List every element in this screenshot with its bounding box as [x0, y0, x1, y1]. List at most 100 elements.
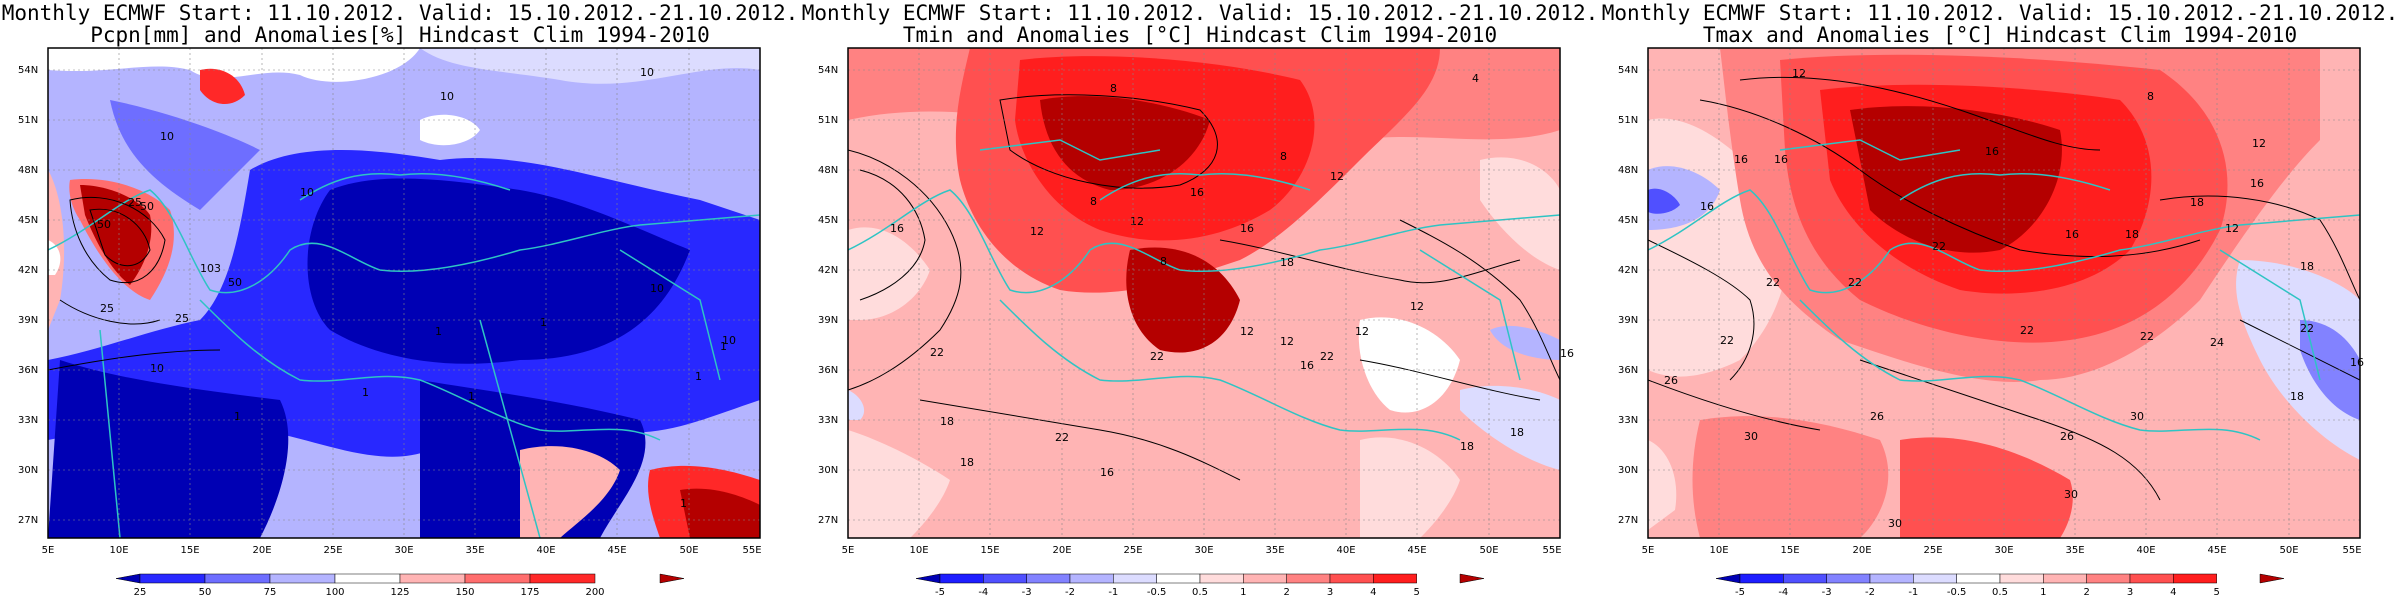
contour-label: 18: [2125, 228, 2139, 241]
map-frame: [847, 47, 1561, 539]
contour-label: 22: [930, 346, 944, 359]
colorbar-tick-label: -1: [1108, 587, 1118, 598]
lon-label: 15E: [980, 545, 999, 556]
contour-label: 1: [234, 410, 241, 423]
colorbar-segment: [269, 573, 336, 584]
contour-label: 103: [200, 262, 221, 275]
lat-label: 45N: [818, 215, 838, 226]
lon-label: 45E: [1407, 545, 1426, 556]
colorbar-tick-label: 0.5: [1192, 587, 1208, 598]
map-frame: [47, 47, 761, 539]
lon-label: 10E: [909, 545, 928, 556]
colorbar-tick-label: 1: [1240, 587, 1246, 598]
contour-label: 22: [1055, 431, 1069, 444]
contours: [848, 94, 1560, 481]
colorbar-segment: [1956, 573, 2001, 584]
contour-label: 18: [1510, 426, 1524, 439]
contour-label: 10: [150, 362, 164, 375]
contour-label: 50: [228, 276, 242, 289]
tmax-map: 12 8 12 16 16 16 16 18 18 18 16 16 22 22…: [1618, 47, 2364, 556]
lon-label: 35E: [1265, 545, 1284, 556]
contour-label: 12: [2225, 222, 2239, 235]
colorbar-segment: [334, 573, 401, 584]
contour-label: 16: [890, 222, 904, 235]
lon-label: 50E: [679, 545, 698, 556]
lon-label: 30E: [394, 545, 413, 556]
colorbar-segment: [983, 573, 1027, 584]
lat-label: 27N: [1618, 515, 1638, 526]
contour-label: 24: [2210, 336, 2224, 349]
colorbar-segment: [1739, 573, 1784, 584]
lon-labels: 5E 10E 15E 20E 25E 30E 35E 40E 45E 50E 5…: [42, 545, 762, 556]
lat-label: 48N: [1618, 165, 1638, 176]
contour-label: 26: [1870, 410, 1884, 423]
colorbar-segment: [464, 573, 531, 584]
panel-tmax: Monthly ECMWF Start: 11.10.2012. Valid: …: [1600, 0, 2400, 600]
colorbar-segment: [529, 573, 596, 584]
lat-label: 54N: [18, 65, 38, 76]
lon-label: 20E: [1052, 545, 1071, 556]
contour-label: 16: [1985, 145, 1999, 158]
contour-label: 25: [100, 302, 114, 315]
colorbar-tick-label: 50: [199, 587, 212, 598]
colorbar-segment: [115, 573, 141, 584]
colorbar-segment: [1199, 573, 1244, 584]
colorbar-segment: [939, 573, 984, 584]
colorbar-segment: [1783, 573, 1827, 584]
colorbar-segment: [1069, 573, 1114, 584]
colorbar-tick-label: 2: [2083, 587, 2089, 598]
colorbar-tick-label: -0.5: [1947, 587, 1967, 598]
colorbar-segment: [2129, 573, 2174, 584]
colorbar-tick-label: 5: [2213, 587, 2219, 598]
lon-label: 25E: [323, 545, 342, 556]
lat-label: 33N: [818, 415, 838, 426]
lat-labels: 54N 51N 48N 45N 42N 39N 36N 33N 30N 27N: [18, 65, 38, 526]
contour-label: 16: [1774, 153, 1788, 166]
contour-label: 8: [1160, 255, 1167, 268]
lat-label: 51N: [1618, 115, 1638, 126]
contour-label: 18: [940, 415, 954, 428]
precip-map: 10 10 10 10 10 10 25 25 25 50 50 50 1 1 …: [18, 47, 762, 556]
contour-label: 12: [2252, 137, 2266, 150]
lat-label: 27N: [818, 515, 838, 526]
colorbar-segment: [1329, 573, 1374, 584]
contour-labels: 10 10 10 10 10 10 25 25 25 50 50 50 1 1 …: [97, 66, 736, 510]
contour-label: 12: [1030, 225, 1044, 238]
contour-label: 12: [1410, 300, 1424, 313]
lon-label: 10E: [109, 545, 128, 556]
contour-label: 1: [695, 370, 702, 383]
colorbar-segment: [2043, 573, 2087, 584]
contour-label: 12: [1792, 67, 1806, 80]
lat-label: 39N: [818, 315, 838, 326]
colorbar-tick-label: 1: [2040, 587, 2046, 598]
contour-label: 16: [1734, 153, 1748, 166]
colorbar-tick-label: 3: [2127, 587, 2133, 598]
panel-title-line2: Tmin and Anomalies [°C] Hindcast Clim 19…: [902, 23, 1498, 47]
contour-label: 10: [160, 130, 174, 143]
contour-label: 50: [140, 200, 154, 213]
contour-label: 10: [300, 186, 314, 199]
contours: [48, 196, 221, 371]
lat-label: 30N: [1618, 465, 1638, 476]
colorbar-segment: [1999, 573, 2044, 584]
contour-label: 1: [362, 386, 369, 399]
contour-label: 18: [960, 456, 974, 469]
colorbar-segment: [2259, 573, 2285, 584]
contour-label: 22: [1848, 276, 1862, 289]
lat-label: 36N: [1618, 365, 1638, 376]
contour-label: 8: [1110, 82, 1117, 95]
contour-label: 50: [97, 218, 111, 231]
contour-label: 22: [1766, 276, 1780, 289]
contour-label: 16: [1700, 200, 1714, 213]
lon-label: 5E: [842, 545, 855, 556]
contour-label: 16: [1240, 222, 1254, 235]
contour-label: 1: [468, 390, 475, 403]
lat-label: 48N: [18, 165, 38, 176]
contour-label: 8: [1090, 195, 1097, 208]
lat-labels: 54N 51N 48N 45N 42N 39N 36N 33N 30N 27N: [1618, 65, 1638, 526]
panel-title-line1: Monthly ECMWF Start: 11.10.2012. Valid: …: [1, 1, 799, 25]
panel-tmin: Monthly ECMWF Start: 11.10.2012. Valid: …: [800, 0, 1600, 600]
colorbar-tick-label: 75: [264, 587, 277, 598]
colorbar-tick-label: 100: [325, 587, 344, 598]
contour-label: 16: [1560, 347, 1574, 360]
